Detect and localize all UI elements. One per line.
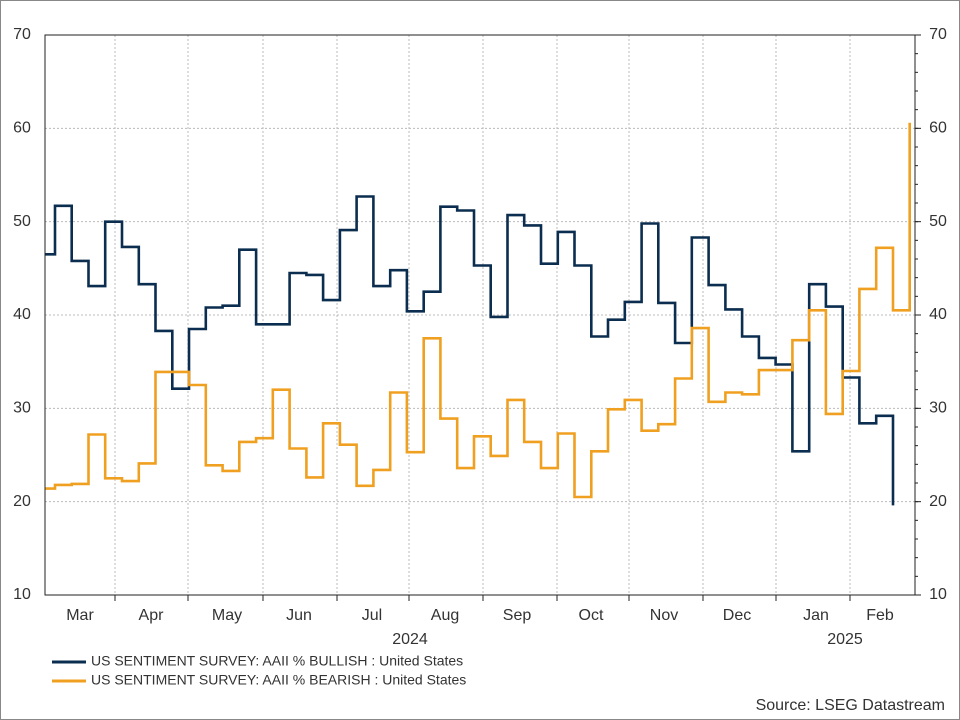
month-label: Mar	[66, 607, 94, 624]
month-label: Dec	[723, 607, 751, 624]
labels: 10 10 20 20 30 30 40 40 50 50 60 60 70 70 Mar Apr May Jun…	[13, 26, 947, 687]
plot-border	[44, 34, 916, 596]
y2-tick-label: 60	[929, 120, 947, 137]
month-label: Aug	[431, 607, 459, 624]
y-tick-label: 70	[13, 26, 31, 43]
series-line	[45, 195, 895, 506]
y2-tick-label: 40	[929, 306, 947, 323]
month-label: Jul	[362, 607, 382, 624]
y-tick-label: 10	[13, 586, 31, 603]
y2-tick-label: 50	[929, 213, 947, 230]
y-tick-label: 60	[13, 120, 31, 137]
month-label: May	[212, 607, 242, 624]
y2-tick-label: 20	[929, 493, 947, 510]
y2-tick-label: 70	[929, 26, 947, 43]
y-tick-label: 40	[13, 306, 31, 323]
year-label: 2024	[392, 631, 428, 648]
month-label: Feb	[866, 607, 894, 624]
plot-lines	[45, 122, 911, 506]
year-label: 2025	[827, 631, 863, 648]
legend-label: US SENTIMENT SURVEY: AAII % BEARISH : Un…	[91, 672, 466, 688]
month-label: Jun	[286, 607, 312, 624]
month-label: Apr	[139, 607, 165, 624]
legend-label: US SENTIMENT SURVEY: AAII % BULLISH : Un…	[91, 653, 463, 669]
y2-tick-label: 30	[929, 400, 947, 417]
y-tick-label: 30	[13, 400, 31, 417]
y-tick-label: 50	[13, 213, 31, 230]
month-label: Nov	[650, 607, 678, 624]
series-line	[45, 122, 911, 499]
y-tick-label: 20	[13, 493, 31, 510]
month-label: Jan	[803, 607, 829, 624]
y2-tick-label: 10	[929, 586, 947, 603]
month-label: Sep	[503, 607, 532, 624]
source: Source: LSEG Datastream	[756, 697, 945, 714]
month-label: Oct	[579, 607, 604, 624]
